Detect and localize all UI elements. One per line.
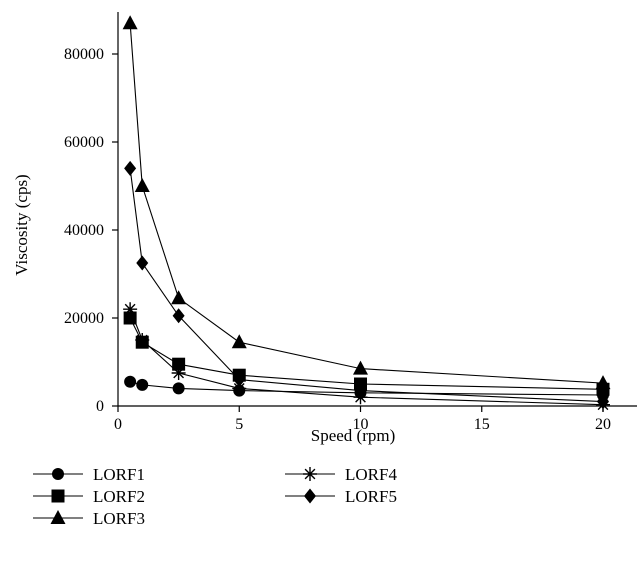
data-point-lorf1: [136, 378, 149, 391]
legend-item-lorf3: LORF3: [33, 509, 145, 528]
legend-item-lorf5: LORF5: [285, 487, 397, 506]
data-point-lorf3: [595, 375, 611, 390]
data-point-lorf5: [354, 383, 367, 399]
y-axis-title: Viscosity (cps): [12, 174, 31, 275]
data-point-lorf3: [122, 15, 138, 30]
series-markers: [122, 15, 611, 412]
data-point-lorf4: [135, 333, 150, 347]
data-point-lorf5: [172, 308, 185, 324]
series-line-lorf5: [129, 168, 604, 403]
x-tick-label: 5: [235, 416, 243, 433]
plot-area: 0 20000 40000 60000 80000 0 5 10 15 20: [64, 12, 637, 433]
legend-item-lorf4: LORF4: [285, 465, 397, 484]
data-point-lorf4: [232, 381, 247, 396]
data-point-lorf1: [172, 382, 185, 395]
legend-item-lorf1: LORF1: [33, 465, 145, 484]
data-point-lorf3: [231, 334, 247, 349]
y-tick-label: 60000: [64, 134, 104, 151]
legend-marker-lorf3: [50, 510, 66, 524]
data-point-lorf5: [136, 255, 149, 271]
y-ticks: 0 20000 40000 60000 80000: [64, 46, 118, 415]
legend-item-lorf2: LORF2: [33, 487, 145, 506]
data-point-lorf3: [171, 290, 187, 305]
legend-marker-lorf5: [304, 488, 316, 504]
legend: LORF1 LORF2 LORF3 LORF4 LORF5: [33, 465, 397, 528]
x-tick-label: 20: [595, 416, 611, 433]
series-lines: [129, 23, 604, 406]
legend-marker-lorf2: [51, 489, 65, 503]
data-point-lorf3: [134, 178, 150, 192]
series-line-lorf3: [129, 23, 604, 384]
data-point-lorf3: [353, 360, 368, 375]
legend-label: LORF1: [93, 465, 145, 484]
y-tick-label: 40000: [64, 222, 104, 239]
data-point-lorf5: [233, 372, 246, 388]
legend-label: LORF4: [345, 465, 397, 484]
x-tick-label: 10: [353, 416, 369, 433]
data-point-lorf5: [597, 394, 609, 410]
x-axis-title: Speed (rpm): [311, 426, 396, 445]
y-tick-label: 0: [96, 398, 104, 415]
legend-label: LORF3: [93, 509, 145, 528]
y-tick-label: 80000: [64, 46, 104, 63]
data-point-lorf2: [123, 311, 137, 325]
y-tick-label: 20000: [64, 310, 104, 327]
legend-label: LORF2: [93, 487, 145, 506]
data-point-lorf1: [124, 375, 137, 388]
series-line-lorf4: [129, 308, 604, 406]
data-point-lorf2: [172, 357, 186, 371]
legend-label: LORF5: [345, 487, 397, 506]
x-tick-label: 15: [474, 416, 490, 433]
data-point-lorf5: [124, 160, 137, 176]
x-tick-label: 0: [114, 416, 122, 433]
data-point-lorf4: [171, 366, 186, 380]
legend-marker-lorf4: [303, 467, 317, 481]
data-point-lorf4: [123, 302, 138, 317]
x-ticks: 0 5 10 15 20: [114, 406, 611, 433]
legend-marker-lorf1: [52, 468, 64, 480]
